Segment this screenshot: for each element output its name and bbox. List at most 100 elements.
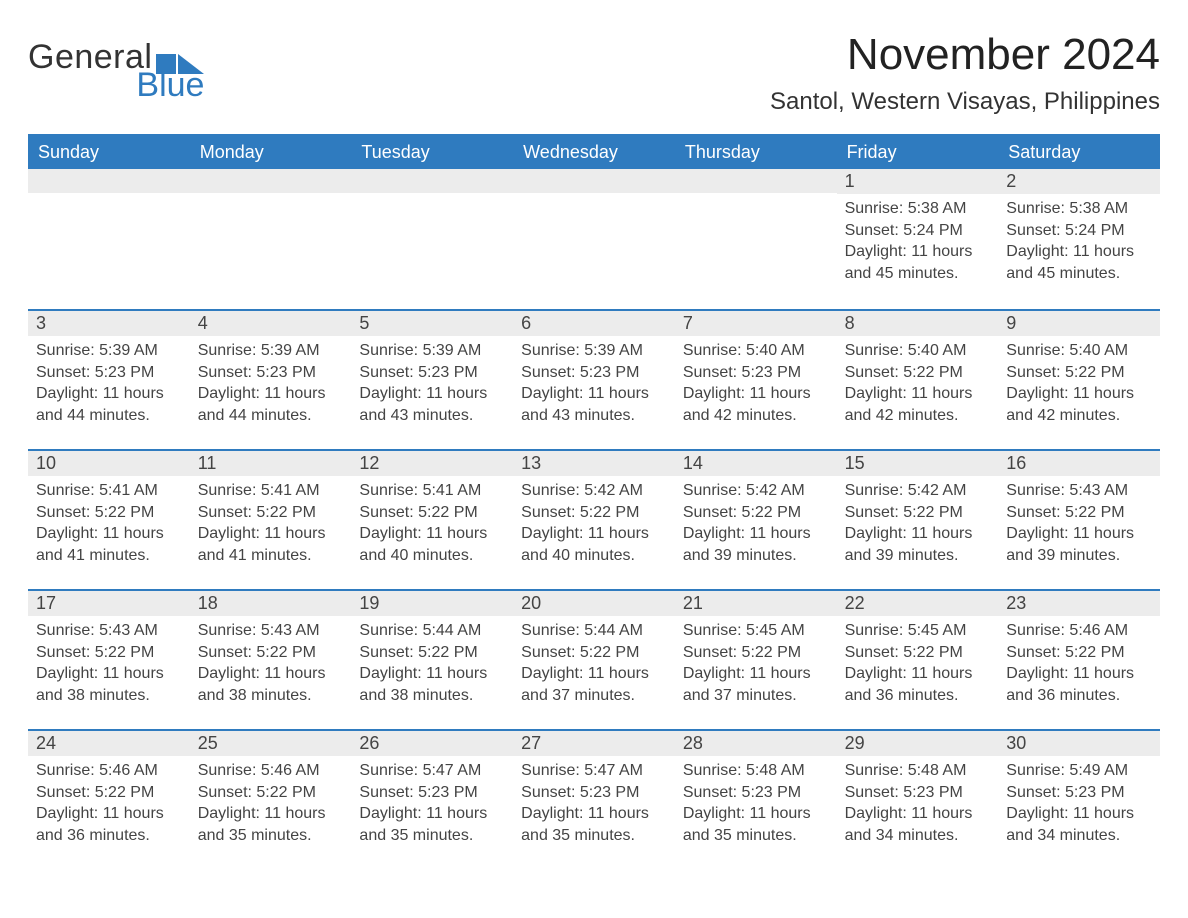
daylight-label-1: Daylight: 11 hours [36, 803, 182, 825]
sunrise-label: Sunrise: 5:39 AM [198, 340, 344, 362]
daylight-label-1: Daylight: 11 hours [198, 383, 344, 405]
sunrise-label: Sunrise: 5:43 AM [36, 620, 182, 642]
calendar-cell [28, 169, 190, 309]
sunrise-label: Sunrise: 5:42 AM [683, 480, 829, 502]
day-number: 6 [513, 311, 675, 336]
daylight-label-2: and 41 minutes. [198, 545, 344, 567]
calendar: Sunday Monday Tuesday Wednesday Thursday… [28, 134, 1160, 869]
sunrise-label: Sunrise: 5:43 AM [1006, 480, 1152, 502]
daylight-label-2: and 44 minutes. [36, 405, 182, 427]
calendar-cell: 18Sunrise: 5:43 AMSunset: 5:22 PMDayligh… [190, 591, 352, 729]
day-details: Sunrise: 5:48 AMSunset: 5:23 PMDaylight:… [675, 756, 837, 856]
day-number [351, 169, 513, 193]
calendar-cell: 30Sunrise: 5:49 AMSunset: 5:23 PMDayligh… [998, 731, 1160, 869]
calendar-week: 17Sunrise: 5:43 AMSunset: 5:22 PMDayligh… [28, 589, 1160, 729]
daylight-label-2: and 43 minutes. [359, 405, 505, 427]
calendar-cell: 9Sunrise: 5:40 AMSunset: 5:22 PMDaylight… [998, 311, 1160, 449]
dayname-thursday: Thursday [675, 136, 837, 169]
sunrise-label: Sunrise: 5:46 AM [36, 760, 182, 782]
daylight-label-1: Daylight: 11 hours [1006, 383, 1152, 405]
sunrise-label: Sunrise: 5:45 AM [683, 620, 829, 642]
calendar-cell: 8Sunrise: 5:40 AMSunset: 5:22 PMDaylight… [837, 311, 999, 449]
daylight-label-2: and 42 minutes. [845, 405, 991, 427]
daylight-label-2: and 35 minutes. [198, 825, 344, 847]
calendar-cell: 2Sunrise: 5:38 AMSunset: 5:24 PMDaylight… [998, 169, 1160, 309]
day-number: 25 [190, 731, 352, 756]
calendar-cell: 27Sunrise: 5:47 AMSunset: 5:23 PMDayligh… [513, 731, 675, 869]
day-number: 29 [837, 731, 999, 756]
calendar-cell: 21Sunrise: 5:45 AMSunset: 5:22 PMDayligh… [675, 591, 837, 729]
day-number: 10 [28, 451, 190, 476]
daylight-label-1: Daylight: 11 hours [1006, 663, 1152, 685]
daylight-label-1: Daylight: 11 hours [36, 523, 182, 545]
sunset-label: Sunset: 5:23 PM [359, 362, 505, 384]
day-number: 7 [675, 311, 837, 336]
calendar-week: 1Sunrise: 5:38 AMSunset: 5:24 PMDaylight… [28, 169, 1160, 309]
day-details: Sunrise: 5:45 AMSunset: 5:22 PMDaylight:… [837, 616, 999, 716]
day-number: 23 [998, 591, 1160, 616]
day-number: 8 [837, 311, 999, 336]
daylight-label-1: Daylight: 11 hours [521, 523, 667, 545]
daylight-label-1: Daylight: 11 hours [1006, 523, 1152, 545]
sunrise-label: Sunrise: 5:48 AM [683, 760, 829, 782]
sunrise-label: Sunrise: 5:47 AM [521, 760, 667, 782]
day-details: Sunrise: 5:49 AMSunset: 5:23 PMDaylight:… [998, 756, 1160, 856]
daylight-label-2: and 35 minutes. [359, 825, 505, 847]
calendar-cell: 26Sunrise: 5:47 AMSunset: 5:23 PMDayligh… [351, 731, 513, 869]
sunset-label: Sunset: 5:23 PM [521, 362, 667, 384]
sunrise-label: Sunrise: 5:42 AM [521, 480, 667, 502]
daylight-label-2: and 38 minutes. [36, 685, 182, 707]
daylight-label-2: and 43 minutes. [521, 405, 667, 427]
dayname-sunday: Sunday [28, 136, 190, 169]
daylight-label-1: Daylight: 11 hours [845, 663, 991, 685]
day-details: Sunrise: 5:44 AMSunset: 5:22 PMDaylight:… [513, 616, 675, 716]
day-number: 13 [513, 451, 675, 476]
day-number: 2 [998, 169, 1160, 194]
daylight-label-1: Daylight: 11 hours [845, 803, 991, 825]
daylight-label-2: and 45 minutes. [1006, 263, 1152, 285]
day-number: 9 [998, 311, 1160, 336]
day-number: 3 [28, 311, 190, 336]
sunset-label: Sunset: 5:24 PM [1006, 220, 1152, 242]
day-number: 27 [513, 731, 675, 756]
daylight-label-1: Daylight: 11 hours [521, 803, 667, 825]
daylight-label-1: Daylight: 11 hours [683, 383, 829, 405]
day-number: 28 [675, 731, 837, 756]
sunrise-label: Sunrise: 5:41 AM [198, 480, 344, 502]
day-number: 12 [351, 451, 513, 476]
day-number: 11 [190, 451, 352, 476]
daylight-label-1: Daylight: 11 hours [1006, 241, 1152, 263]
calendar-cell: 15Sunrise: 5:42 AMSunset: 5:22 PMDayligh… [837, 451, 999, 589]
day-number: 5 [351, 311, 513, 336]
daylight-label-2: and 35 minutes. [683, 825, 829, 847]
calendar-cell: 5Sunrise: 5:39 AMSunset: 5:23 PMDaylight… [351, 311, 513, 449]
daylight-label-1: Daylight: 11 hours [36, 383, 182, 405]
day-number: 30 [998, 731, 1160, 756]
sunset-label: Sunset: 5:22 PM [36, 502, 182, 524]
day-details: Sunrise: 5:46 AMSunset: 5:22 PMDaylight:… [28, 756, 190, 856]
day-details: Sunrise: 5:47 AMSunset: 5:23 PMDaylight:… [513, 756, 675, 856]
calendar-cell [513, 169, 675, 309]
calendar-cell: 4Sunrise: 5:39 AMSunset: 5:23 PMDaylight… [190, 311, 352, 449]
sunset-label: Sunset: 5:23 PM [683, 782, 829, 804]
day-number [190, 169, 352, 193]
sunset-label: Sunset: 5:22 PM [359, 642, 505, 664]
daylight-label-2: and 41 minutes. [36, 545, 182, 567]
daylight-label-2: and 34 minutes. [845, 825, 991, 847]
sunset-label: Sunset: 5:22 PM [521, 502, 667, 524]
daylight-label-2: and 42 minutes. [1006, 405, 1152, 427]
daylight-label-1: Daylight: 11 hours [521, 383, 667, 405]
day-details: Sunrise: 5:39 AMSunset: 5:23 PMDaylight:… [351, 336, 513, 436]
day-number: 16 [998, 451, 1160, 476]
daylight-label-2: and 44 minutes. [198, 405, 344, 427]
calendar-cell: 1Sunrise: 5:38 AMSunset: 5:24 PMDaylight… [837, 169, 999, 309]
calendar-cell: 7Sunrise: 5:40 AMSunset: 5:23 PMDaylight… [675, 311, 837, 449]
daylight-label-1: Daylight: 11 hours [36, 663, 182, 685]
sunrise-label: Sunrise: 5:40 AM [683, 340, 829, 362]
daylight-label-1: Daylight: 11 hours [845, 383, 991, 405]
sunset-label: Sunset: 5:22 PM [683, 502, 829, 524]
calendar-cell: 24Sunrise: 5:46 AMSunset: 5:22 PMDayligh… [28, 731, 190, 869]
sunrise-label: Sunrise: 5:39 AM [359, 340, 505, 362]
daylight-label-1: Daylight: 11 hours [683, 803, 829, 825]
day-details: Sunrise: 5:47 AMSunset: 5:23 PMDaylight:… [351, 756, 513, 856]
